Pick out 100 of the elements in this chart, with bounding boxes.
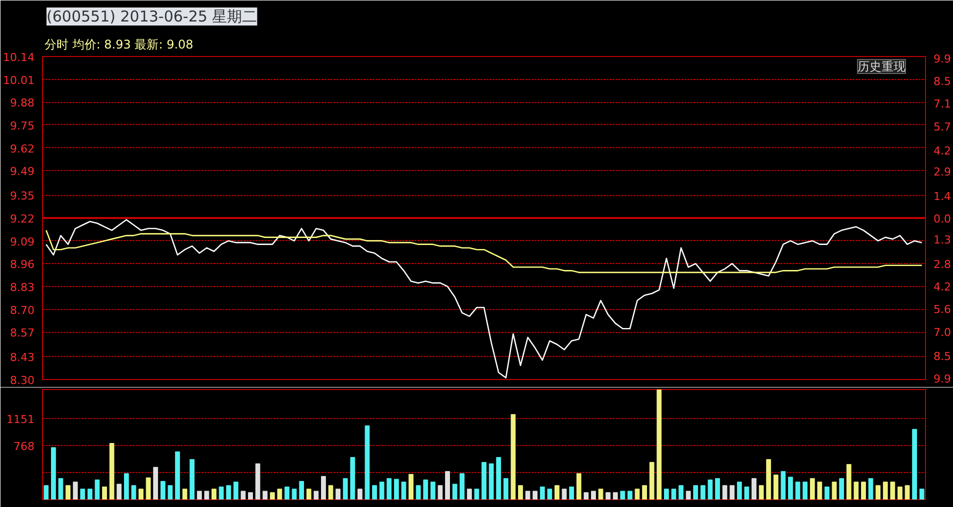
bar — [758, 485, 764, 500]
bar — [882, 482, 888, 500]
bar — [248, 492, 253, 500]
y2-tick-label: 2.8 — [934, 258, 951, 271]
bar — [306, 488, 312, 500]
bar — [532, 490, 538, 500]
bar — [525, 490, 530, 500]
bar — [649, 462, 654, 500]
y2-tick-label: 8.5 — [934, 350, 951, 364]
bar — [233, 482, 238, 500]
bar — [445, 471, 450, 500]
text: 分时 均价: 8.93 最新: 9.08 — [44, 38, 194, 52]
chart-title: (600551) 2013-06-25 星期二 — [46, 8, 258, 26]
bar — [218, 486, 224, 500]
bar — [802, 482, 808, 500]
bar — [364, 425, 370, 500]
y-tick-label: 8.83 — [10, 280, 35, 294]
y-tick-label: 8.43 — [10, 351, 35, 364]
bar — [66, 485, 70, 500]
bar — [255, 463, 260, 500]
bar — [620, 490, 626, 500]
bar — [540, 486, 545, 500]
bar — [350, 457, 356, 500]
bar — [773, 474, 778, 500]
bar — [678, 485, 684, 500]
bar — [321, 476, 326, 500]
bar — [277, 488, 282, 500]
bar — [642, 485, 647, 500]
bar — [379, 482, 384, 500]
line-series — [46, 230, 922, 274]
bar — [358, 488, 362, 500]
bar — [416, 485, 421, 500]
y-tick-label: 9.49 — [10, 165, 35, 178]
bar — [87, 488, 92, 500]
bar — [408, 474, 414, 500]
bar — [766, 459, 772, 500]
bar — [876, 485, 881, 500]
bar — [693, 485, 698, 500]
bar — [612, 492, 618, 500]
bar — [832, 482, 837, 500]
y2-tick-label: 9.9 — [934, 372, 951, 386]
bar — [94, 480, 100, 500]
bar — [182, 488, 188, 500]
bar — [51, 447, 56, 500]
bar — [562, 488, 567, 500]
bar — [868, 478, 874, 500]
bar — [708, 480, 713, 500]
bar — [656, 390, 662, 500]
bar — [715, 478, 720, 500]
bar — [386, 478, 392, 500]
bar — [196, 490, 202, 500]
bar — [496, 457, 502, 500]
bar — [270, 492, 275, 500]
bar — [292, 488, 297, 500]
bar — [795, 482, 800, 500]
bar — [839, 478, 844, 500]
bar — [153, 466, 158, 500]
bar — [510, 414, 516, 500]
bar — [861, 482, 866, 500]
bar — [912, 428, 917, 500]
bar — [394, 478, 399, 500]
bar — [460, 473, 465, 500]
bar — [606, 492, 610, 500]
bar — [904, 485, 910, 500]
bar — [736, 482, 742, 500]
bar — [342, 478, 348, 500]
y-tick-label: 8.30 — [10, 374, 35, 387]
bar — [116, 484, 122, 500]
bar — [58, 478, 64, 500]
bar — [299, 480, 304, 500]
bar — [401, 482, 406, 500]
bar — [44, 485, 49, 500]
bar — [452, 484, 458, 500]
y-tick-label: 10.01 — [3, 74, 35, 87]
bar — [72, 482, 78, 500]
y-tick-label: 9.88 — [10, 96, 35, 110]
bar — [175, 451, 180, 500]
bar — [744, 486, 750, 500]
bar — [262, 490, 268, 500]
y-tick-label: 9.62 — [10, 142, 35, 156]
y2-tick-label: 7.0 — [934, 326, 951, 339]
bar — [204, 490, 210, 500]
bar — [554, 485, 560, 500]
bar — [788, 476, 793, 500]
y-tick-label: 8.96 — [10, 258, 35, 272]
bar — [598, 488, 604, 500]
bar — [314, 490, 319, 500]
y-tick-label: 9.35 — [10, 190, 35, 203]
bar — [576, 473, 582, 500]
bar — [671, 488, 676, 500]
bar — [722, 485, 728, 500]
bar — [124, 473, 129, 500]
bar — [547, 488, 552, 500]
bar — [138, 488, 144, 500]
bar — [854, 482, 859, 500]
y-tick-label: 9.09 — [10, 235, 35, 248]
y-tick-label: 1151 — [6, 413, 35, 426]
bar — [898, 486, 902, 500]
bar — [372, 485, 377, 500]
bar — [240, 490, 246, 500]
